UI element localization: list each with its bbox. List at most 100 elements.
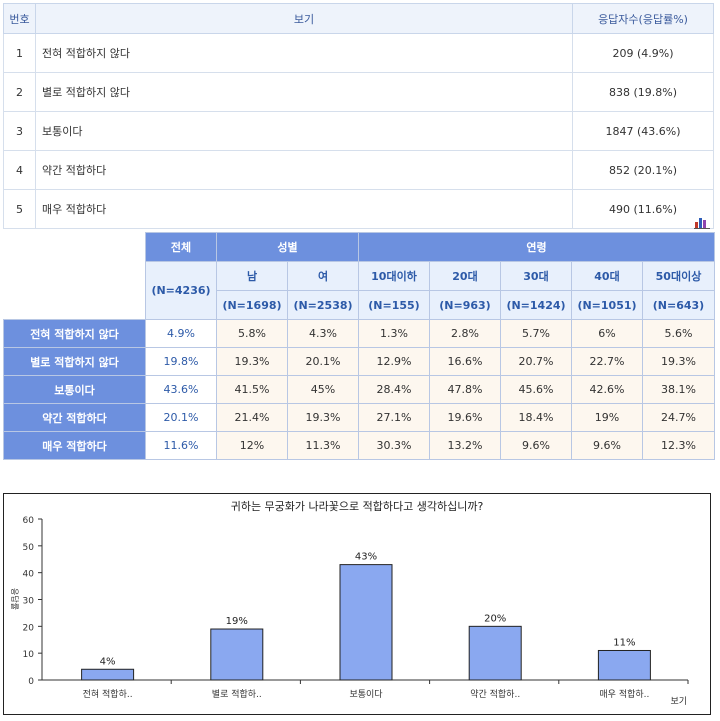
column-n: (N=1698) — [216, 290, 288, 320]
column-label: 여 — [287, 261, 359, 291]
row-label: 보통이다 — [35, 111, 573, 151]
cross-cell: 20.7% — [500, 347, 572, 376]
cross-total-cell: 19.8% — [145, 347, 217, 376]
cross-row-label: 보통이다 — [3, 375, 146, 404]
bar — [468, 625, 522, 681]
cross-row-label: 약간 적합하다 — [3, 403, 146, 432]
column-label: 30대 — [500, 261, 572, 291]
cross-row: 전혀 적합하지 않다 4.9% 5.8% 4.3% 1.3% 2.8% 5.7% 6% 5.6% — [3, 319, 715, 348]
column-n: (N=643) — [642, 290, 715, 320]
chart-title: 귀하는 무궁화가 나라꽃으로 적합하다고 생각하십니까? — [231, 499, 484, 513]
summary-table: 번호 보기 응답자수(응답률%) 1 전혀 적합하지 않다 209 (4.9%) 2 별… — [3, 3, 714, 229]
cross-cell: 19% — [571, 403, 643, 432]
cross-cell: 19.3% — [216, 347, 288, 376]
cross-cell: 12.9% — [358, 347, 430, 376]
cross-total-cell: 20.1% — [145, 403, 217, 432]
y-axis-label: 응답률 — [10, 588, 20, 610]
summary-row: 4 약간 적합하다 852 (20.1%) — [3, 150, 714, 190]
cross-cell: 19.6% — [429, 403, 501, 432]
bar-value-label: 11% — [613, 637, 635, 648]
cross-cell: 11.3% — [287, 431, 359, 460]
bar — [339, 564, 393, 681]
cross-cell: 5.7% — [500, 319, 572, 348]
row-value: 838 (19.8%) — [572, 72, 714, 112]
row-number: 2 — [3, 72, 36, 112]
cross-row: 매우 적합하다 11.6% 12% 11.3% 30.3% 13.2% 9.6% 9.6% 12… — [3, 431, 715, 460]
row-label: 매우 적합하다 — [35, 189, 573, 229]
cross-cell: 16.6% — [429, 347, 501, 376]
bar — [597, 649, 651, 681]
cross-cell: 47.8% — [429, 375, 501, 404]
y-tick-label: 30 — [23, 597, 35, 607]
x-tick-label: 약간 적합하.. — [470, 688, 520, 700]
column-n: (N=155) — [358, 290, 430, 320]
row-label: 전혀 적합하지 않다 — [35, 33, 573, 73]
y-tick-label: 50 — [23, 543, 35, 553]
bar — [81, 668, 135, 681]
bar-chart-icon[interactable] — [694, 216, 710, 229]
cross-cell: 41.5% — [216, 375, 288, 404]
chart-panel: 귀하는 무궁화가 나라꽃으로 적합하다고 생각하십니까? 0 10 20 30 40 50 6… — [3, 493, 711, 715]
row-number: 1 — [3, 33, 36, 73]
y-tick-label: 40 — [23, 570, 35, 580]
cross-cell: 12.3% — [642, 431, 715, 460]
summary-row: 3 보통이다 1847 (43.6%) — [3, 111, 714, 151]
cross-row-label: 매우 적합하다 — [3, 431, 146, 460]
column-n: (N=2538) — [287, 290, 359, 320]
cross-cell: 2.8% — [429, 319, 501, 348]
cross-cell: 21.4% — [216, 403, 288, 432]
row-value: 852 (20.1%) — [572, 150, 714, 190]
summary-row: 2 별로 적합하지 않다 838 (19.8%) — [3, 72, 714, 112]
row-label: 약간 적합하다 — [35, 150, 573, 190]
header-count: 응답자수(응답률%) — [572, 3, 714, 34]
header-no: 번호 — [3, 3, 36, 34]
age-header: 연령 — [358, 232, 715, 262]
bar-value-label: 19% — [226, 616, 248, 627]
cross-total-cell: 11.6% — [145, 431, 217, 460]
row-value: 209 (4.9%) — [572, 33, 714, 73]
x-tick-label: 보통이다 — [349, 689, 383, 700]
x-tick-label: 전혀 적합하.. — [83, 688, 133, 700]
column-label: 10대이하 — [358, 261, 430, 291]
column-label: 50대이상 — [642, 261, 715, 291]
cross-cell: 27.1% — [358, 403, 430, 432]
header-item: 보기 — [35, 3, 573, 34]
cross-cell: 28.4% — [358, 375, 430, 404]
summary-row: 1 전혀 적합하지 않다 209 (4.9%) — [3, 33, 714, 73]
bar-value-label: 20% — [484, 613, 506, 624]
y-tick-label: 20 — [23, 623, 35, 633]
cross-row-label: 전혀 적합하지 않다 — [3, 319, 146, 348]
cross-cell: 45% — [287, 375, 359, 404]
row-value: 490 (11.6%) — [572, 189, 714, 229]
column-n: (N=1051) — [571, 290, 643, 320]
bar — [210, 628, 264, 681]
row-number: 3 — [3, 111, 36, 151]
cross-cell: 6% — [571, 319, 643, 348]
total-n: (N=4236) — [145, 261, 217, 320]
cross-cell: 38.1% — [642, 375, 715, 404]
total-header: 전체 — [145, 232, 217, 262]
cross-cell: 19.3% — [642, 347, 715, 376]
row-label: 별로 적합하지 않다 — [35, 72, 573, 112]
y-tick-label: 10 — [23, 650, 35, 660]
cross-cell: 1.3% — [358, 319, 430, 348]
cross-cell: 5.8% — [216, 319, 288, 348]
cross-total-cell: 43.6% — [145, 375, 217, 404]
column-n: (N=963) — [429, 290, 501, 320]
bar-value-label: 4% — [100, 656, 116, 667]
cross-cell: 20.1% — [287, 347, 359, 376]
bar-value-label: 43% — [355, 552, 377, 563]
column-label: 남 — [216, 261, 288, 291]
column-label: 20대 — [429, 261, 501, 291]
row-value: 1847 (43.6%) — [572, 111, 714, 151]
x-tick-label: 매우 적합하.. — [599, 688, 649, 700]
column-label: 40대 — [571, 261, 643, 291]
cross-cell: 22.7% — [571, 347, 643, 376]
cross-cell: 19.3% — [287, 403, 359, 432]
cross-cell: 9.6% — [571, 431, 643, 460]
corner-cell — [3, 232, 146, 320]
cross-cell: 4.3% — [287, 319, 359, 348]
x-axis-label: 보기 — [670, 696, 687, 707]
gender-header: 성별 — [216, 232, 359, 262]
cross-cell: 12% — [216, 431, 288, 460]
